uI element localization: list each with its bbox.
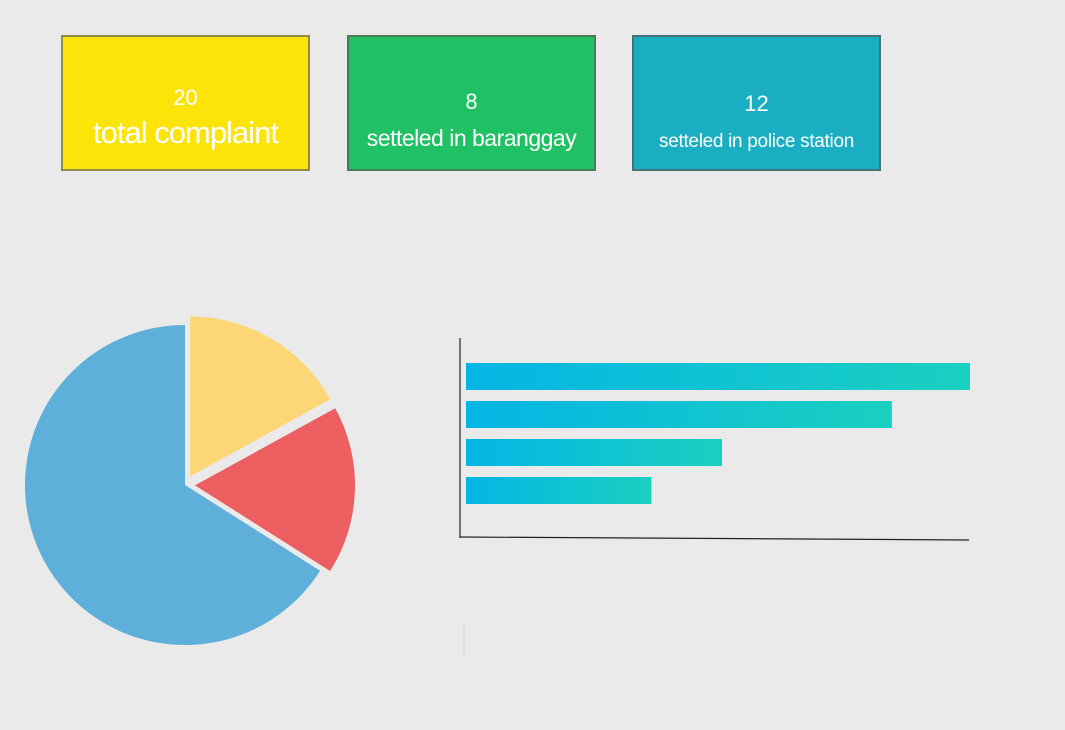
settled-barangay-value: 8 xyxy=(465,89,478,114)
total-complaint-value: 20 xyxy=(173,85,198,110)
bar-3 xyxy=(466,477,652,504)
settled-barangay-label: setteled in baranggay xyxy=(366,125,577,151)
settled-police-value: 12 xyxy=(744,91,769,116)
pie-slice-2 xyxy=(194,408,355,572)
stat-card-settled-barangay[interactable]: 8 setteled in baranggay xyxy=(347,35,596,171)
pie-slice-1 xyxy=(190,316,331,477)
pie-slice-0 xyxy=(25,325,321,645)
pie-chart xyxy=(25,316,355,645)
total-complaint-label: total complaint xyxy=(93,115,279,150)
stat-card-settled-police[interactable]: 12 setteled in police station xyxy=(632,35,881,171)
divider-mark xyxy=(463,625,465,655)
bar-2 xyxy=(466,439,723,466)
settled-police-label: setteled in police station xyxy=(659,131,854,152)
bar-chart-x-axis xyxy=(459,536,970,541)
bar-0 xyxy=(466,363,970,390)
stat-card-total-complaint[interactable]: 20 total complaint xyxy=(61,35,310,171)
bar-chart xyxy=(459,338,970,541)
bar-1 xyxy=(466,401,892,428)
